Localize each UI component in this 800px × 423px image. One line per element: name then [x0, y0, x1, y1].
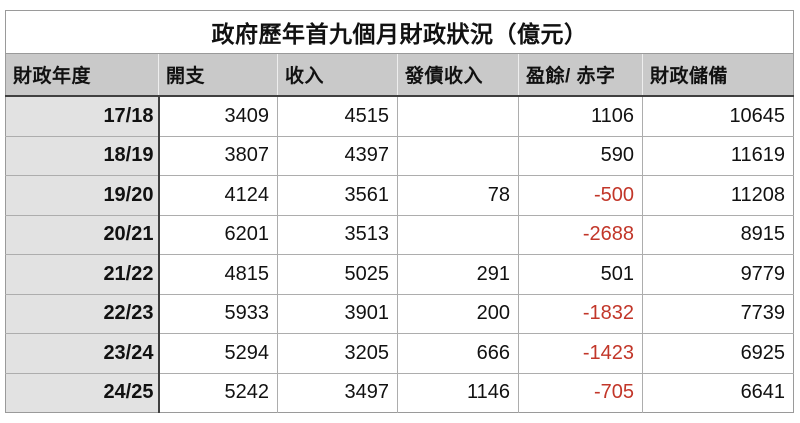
- column-header-fiscal-reserves: 財政儲備: [641, 53, 794, 97]
- value-cell: -2688: [518, 214, 643, 255]
- column-header-bond-proceeds: 發債收入: [397, 53, 519, 97]
- header-row: 財政年度 開支 收入 發債收入 盈餘/ 赤字 財政儲備: [5, 53, 794, 97]
- fiscal-year-cell: 21/22: [5, 254, 160, 294]
- table-row: 19/20 4124 3561 78 -500 11208: [5, 175, 794, 215]
- fiscal-year-cell: 19/20: [5, 175, 160, 215]
- value-cell: 4397: [277, 135, 398, 176]
- fiscal-year-cell: 24/25: [5, 372, 160, 413]
- value-cell: [397, 214, 519, 255]
- title-row: 政府歷年首九個月財政狀況（億元）: [5, 10, 794, 54]
- value-cell: 3205: [277, 333, 398, 373]
- fiscal-table: 政府歷年首九個月財政狀況（億元） 財政年度 開支 收入 發債收入 盈餘/ 赤字 …: [5, 10, 795, 413]
- column-header-surplus-deficit: 盈餘/ 赤字: [518, 53, 643, 97]
- value-cell: 3497: [277, 372, 398, 413]
- value-cell: 8915: [641, 214, 794, 255]
- table-title: 政府歷年首九個月財政狀況（億元）: [5, 10, 794, 54]
- table-row: 22/23 5933 3901 200 -1832 7739: [5, 293, 794, 334]
- value-cell: 10645: [641, 96, 794, 136]
- value-cell: 7739: [641, 293, 794, 334]
- table-body: 17/18 3409 4515 1106 10645 18/19 3807 4397 590 11…: [5, 96, 794, 413]
- value-cell: 6641: [641, 372, 794, 413]
- value-cell: 5294: [158, 333, 278, 373]
- value-cell: -1832: [518, 293, 643, 334]
- fiscal-year-cell: 18/19: [5, 135, 160, 176]
- value-cell: 11208: [641, 175, 794, 215]
- fiscal-year-cell: 23/24: [5, 333, 160, 373]
- value-cell: 590: [518, 135, 643, 176]
- fiscal-year-cell: 22/23: [5, 293, 160, 334]
- value-cell: 1106: [518, 96, 643, 136]
- value-cell: -1423: [518, 333, 643, 373]
- value-cell: 6925: [641, 333, 794, 373]
- value-cell: 5242: [158, 372, 278, 413]
- value-cell: 3561: [277, 175, 398, 215]
- value-cell: 291: [397, 254, 519, 294]
- value-cell: 3807: [158, 135, 278, 176]
- value-cell: 11619: [641, 135, 794, 176]
- value-cell: 6201: [158, 214, 278, 255]
- value-cell: 4515: [277, 96, 398, 136]
- table-row: 24/25 5242 3497 1146 -705 6641: [5, 372, 794, 413]
- value-cell: 3901: [277, 293, 398, 334]
- table-row: 23/24 5294 3205 666 -1423 6925: [5, 333, 794, 373]
- value-cell: 9779: [641, 254, 794, 294]
- table-row: 21/22 4815 5025 291 501 9779: [5, 254, 794, 294]
- value-cell: 5933: [158, 293, 278, 334]
- value-cell: 78: [397, 175, 519, 215]
- column-header-revenue: 收入: [277, 53, 398, 97]
- value-cell: 3409: [158, 96, 278, 136]
- value-cell: 3513: [277, 214, 398, 255]
- value-cell: -705: [518, 372, 643, 413]
- value-cell: 501: [518, 254, 643, 294]
- value-cell: [397, 96, 519, 136]
- value-cell: 666: [397, 333, 519, 373]
- value-cell: 4815: [158, 254, 278, 294]
- column-header-expenditure: 開支: [158, 53, 278, 97]
- table-row: 18/19 3807 4397 590 11619: [5, 135, 794, 176]
- table-row: 17/18 3409 4515 1106 10645: [5, 96, 794, 136]
- column-header-fiscal-year: 財政年度: [5, 53, 159, 97]
- fiscal-year-cell: 20/21: [5, 214, 160, 255]
- table-row: 20/21 6201 3513 -2688 8915: [5, 214, 794, 255]
- value-cell: 200: [397, 293, 519, 334]
- value-cell: 5025: [277, 254, 398, 294]
- fiscal-year-cell: 17/18: [5, 96, 160, 136]
- value-cell: -500: [518, 175, 643, 215]
- value-cell: 4124: [158, 175, 278, 215]
- value-cell: 1146: [397, 372, 519, 413]
- value-cell: [397, 135, 519, 176]
